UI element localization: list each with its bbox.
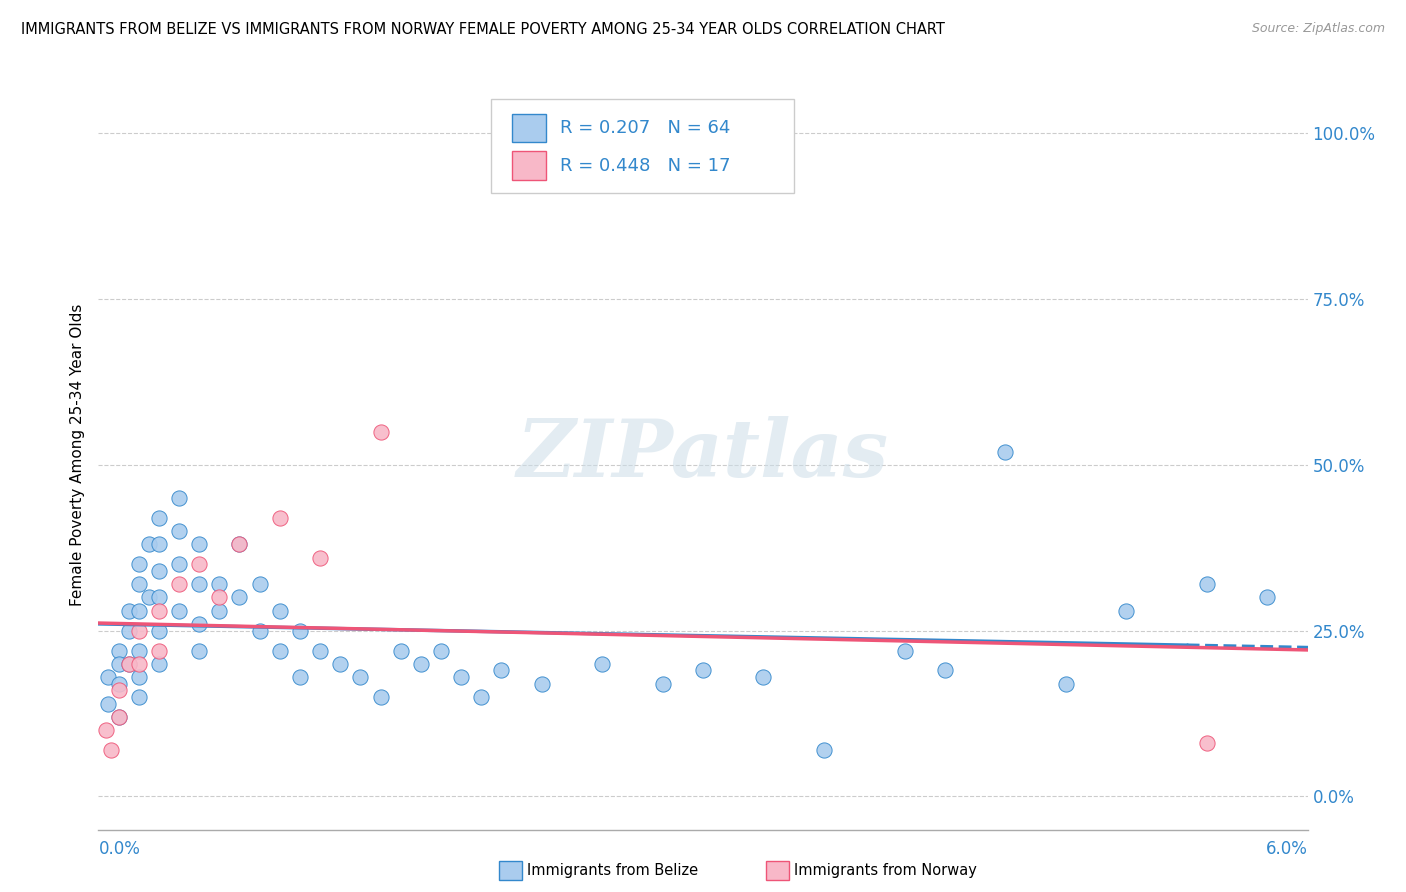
Text: Immigrants from Norway: Immigrants from Norway [794, 863, 977, 878]
Point [107, 710, 129, 724]
Text: 6.0%: 6.0% [1265, 839, 1308, 857]
Text: 0.0%: 0.0% [98, 839, 141, 857]
Point [188, 577, 211, 591]
Point [97, 697, 120, 711]
FancyBboxPatch shape [512, 152, 546, 180]
Point [118, 604, 141, 618]
Point [118, 657, 141, 671]
Point [1054, 676, 1077, 690]
Point [118, 624, 141, 638]
Point [430, 643, 453, 657]
Point [349, 670, 371, 684]
Point [1256, 591, 1278, 605]
FancyBboxPatch shape [492, 99, 793, 193]
Y-axis label: Female Poverty Among 25-34 Year Olds: Female Poverty Among 25-34 Year Olds [69, 304, 84, 606]
Point [491, 664, 513, 678]
Point [530, 676, 553, 690]
Point [107, 657, 129, 671]
Point [692, 664, 714, 678]
Text: ZIPatlas: ZIPatlas [517, 417, 889, 493]
Point [249, 624, 271, 638]
Point [893, 643, 915, 657]
Point [128, 604, 150, 618]
Point [96, 723, 118, 737]
Point [228, 537, 250, 551]
Point [288, 670, 311, 684]
Point [128, 657, 150, 671]
Point [813, 743, 835, 757]
Point [148, 537, 170, 551]
Point [138, 537, 160, 551]
Point [118, 657, 141, 671]
Text: Source: ZipAtlas.com: Source: ZipAtlas.com [1251, 22, 1385, 36]
Point [148, 604, 170, 618]
Point [228, 537, 250, 551]
Point [97, 670, 120, 684]
Point [752, 670, 775, 684]
Point [389, 643, 412, 657]
Point [100, 743, 122, 757]
Point [148, 511, 170, 525]
Point [167, 577, 190, 591]
Point [128, 624, 150, 638]
Text: IMMIGRANTS FROM BELIZE VS IMMIGRANTS FROM NORWAY FEMALE POVERTY AMONG 25-34 YEAR: IMMIGRANTS FROM BELIZE VS IMMIGRANTS FRO… [21, 22, 945, 37]
Point [128, 643, 150, 657]
Point [167, 524, 190, 538]
Point [107, 643, 129, 657]
FancyBboxPatch shape [512, 114, 546, 143]
Point [138, 591, 160, 605]
Point [370, 425, 392, 439]
Point [128, 577, 150, 591]
Point [409, 657, 432, 671]
Point [148, 624, 170, 638]
Point [994, 444, 1017, 458]
Point [269, 511, 291, 525]
Point [249, 577, 271, 591]
Point [148, 643, 170, 657]
Point [167, 491, 190, 505]
Point [269, 604, 291, 618]
Point [288, 624, 311, 638]
Point [591, 657, 613, 671]
Point [651, 676, 673, 690]
Point [208, 604, 231, 618]
Point [148, 564, 170, 578]
Point [167, 558, 190, 572]
Point [470, 690, 492, 704]
Point [309, 643, 332, 657]
Point [309, 550, 332, 565]
Point [148, 657, 170, 671]
Point [329, 657, 352, 671]
Point [1195, 577, 1218, 591]
Point [1195, 736, 1218, 750]
Point [107, 676, 129, 690]
Point [128, 670, 150, 684]
Point [370, 690, 392, 704]
Point [128, 690, 150, 704]
Point [208, 591, 231, 605]
Point [188, 537, 211, 551]
Point [934, 664, 956, 678]
Point [188, 617, 211, 632]
Text: R = 0.448   N = 17: R = 0.448 N = 17 [561, 157, 731, 175]
Point [167, 604, 190, 618]
Point [269, 643, 291, 657]
Point [188, 558, 211, 572]
Point [188, 643, 211, 657]
Point [107, 710, 129, 724]
Point [128, 558, 150, 572]
Point [208, 577, 231, 591]
Point [107, 683, 129, 698]
Point [1115, 604, 1137, 618]
Text: R = 0.207   N = 64: R = 0.207 N = 64 [561, 120, 731, 137]
Point [148, 591, 170, 605]
Text: Immigrants from Belize: Immigrants from Belize [527, 863, 699, 878]
Point [450, 670, 472, 684]
Point [228, 591, 250, 605]
